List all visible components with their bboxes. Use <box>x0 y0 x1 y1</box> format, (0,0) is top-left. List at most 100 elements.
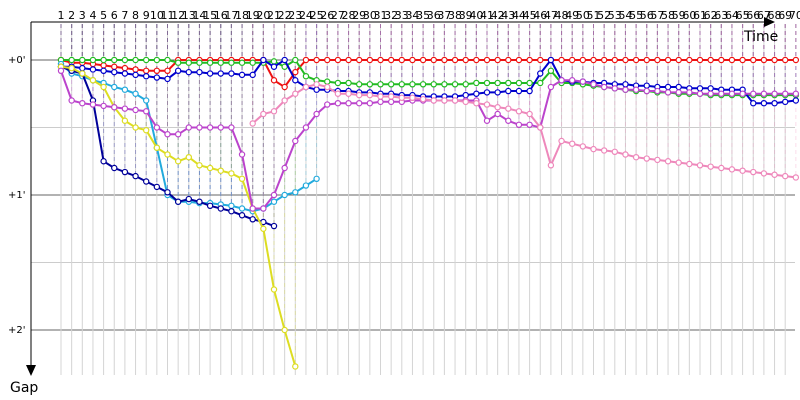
x-tick-label: 1 <box>58 9 65 22</box>
data-point <box>185 195 192 203</box>
data-point <box>387 56 395 64</box>
data-point <box>462 56 469 64</box>
data-point <box>228 70 235 77</box>
data-point <box>611 148 619 155</box>
data-point <box>111 56 118 64</box>
data-point <box>206 59 214 66</box>
data-point <box>441 81 448 88</box>
data-point <box>675 83 682 91</box>
data-point <box>313 110 320 118</box>
data-point <box>270 222 278 230</box>
x-tick-label: 43 <box>501 9 515 22</box>
data-point <box>164 151 171 158</box>
data-point <box>366 56 374 64</box>
data-point <box>782 98 789 106</box>
data-point <box>238 59 246 66</box>
data-point <box>270 108 278 115</box>
data-point <box>196 162 203 169</box>
x-tick-label: 45 <box>523 9 537 22</box>
x-tick-label: 4 <box>89 9 96 22</box>
data-point <box>451 56 459 64</box>
data-point <box>292 77 299 84</box>
data-point <box>483 89 491 96</box>
x-tick-label: 5 <box>100 9 107 22</box>
data-point <box>100 67 107 75</box>
data-point <box>196 198 203 205</box>
data-point <box>505 117 512 124</box>
data-point <box>174 59 182 66</box>
data-point <box>356 99 363 107</box>
data-point <box>121 64 129 72</box>
x-tick-label: 21 <box>267 9 281 22</box>
data-point <box>142 178 150 185</box>
data-point <box>238 212 246 219</box>
data-point <box>654 87 661 95</box>
data-point <box>100 83 107 91</box>
data-point <box>270 198 278 205</box>
data-point <box>537 70 544 77</box>
x-tick-label: 27 <box>331 9 345 22</box>
data-point <box>558 137 565 145</box>
data-point <box>164 75 171 83</box>
data-point <box>142 97 150 104</box>
data-point <box>249 71 256 79</box>
data-point <box>654 56 661 64</box>
data-point <box>249 216 256 223</box>
x-tick-label: 52 <box>597 9 611 22</box>
data-point <box>89 56 97 64</box>
data-point <box>217 205 224 212</box>
data-point <box>68 64 75 72</box>
data-point <box>174 67 182 75</box>
x-tick-label: 24 <box>299 9 313 22</box>
x-tick-label: 60 <box>682 9 696 22</box>
data-point <box>217 167 224 174</box>
data-point <box>111 164 118 172</box>
data-point <box>782 56 789 64</box>
series-line <box>61 59 797 105</box>
data-point <box>153 74 161 81</box>
data-point <box>292 56 299 64</box>
data-point <box>132 90 139 97</box>
x-tick-label: 36 <box>427 9 441 22</box>
data-point <box>441 56 448 64</box>
data-point <box>153 144 161 151</box>
x-tick-label: 63 <box>714 9 728 22</box>
x-tick-label: 51 <box>587 9 601 22</box>
x-tick-label: 31 <box>374 9 388 22</box>
data-point <box>739 56 746 64</box>
data-point <box>750 99 757 107</box>
x-tick-label: 53 <box>608 9 622 22</box>
data-point <box>217 59 224 66</box>
data-point <box>345 56 352 64</box>
data-point <box>249 205 256 212</box>
data-point <box>260 56 267 64</box>
x-tick-label: 59 <box>672 9 686 22</box>
x-tick-label: 56 <box>640 9 654 22</box>
data-point <box>590 81 597 88</box>
data-point <box>643 155 650 162</box>
data-point <box>249 120 256 127</box>
x-tick-label: 66 <box>746 9 760 22</box>
data-point <box>494 79 501 87</box>
data-point <box>302 182 310 189</box>
data-point <box>153 183 161 191</box>
x-tick-label: 38 <box>448 9 462 22</box>
data-point <box>387 93 395 100</box>
data-point <box>590 56 597 64</box>
x-tick-label: 48 <box>555 9 569 22</box>
data-point <box>750 168 757 176</box>
data-point <box>89 101 97 108</box>
x-tick-label: 16 <box>214 9 228 22</box>
data-point <box>728 166 736 173</box>
data-point <box>164 131 171 138</box>
series-line <box>252 83 797 179</box>
data-point <box>590 145 597 153</box>
data-point <box>377 93 384 100</box>
data-point <box>387 81 395 88</box>
data-point <box>675 159 682 166</box>
data-point <box>505 87 512 95</box>
x-tick-label: 30 <box>363 9 377 22</box>
data-point <box>696 90 704 97</box>
data-point <box>473 90 480 97</box>
